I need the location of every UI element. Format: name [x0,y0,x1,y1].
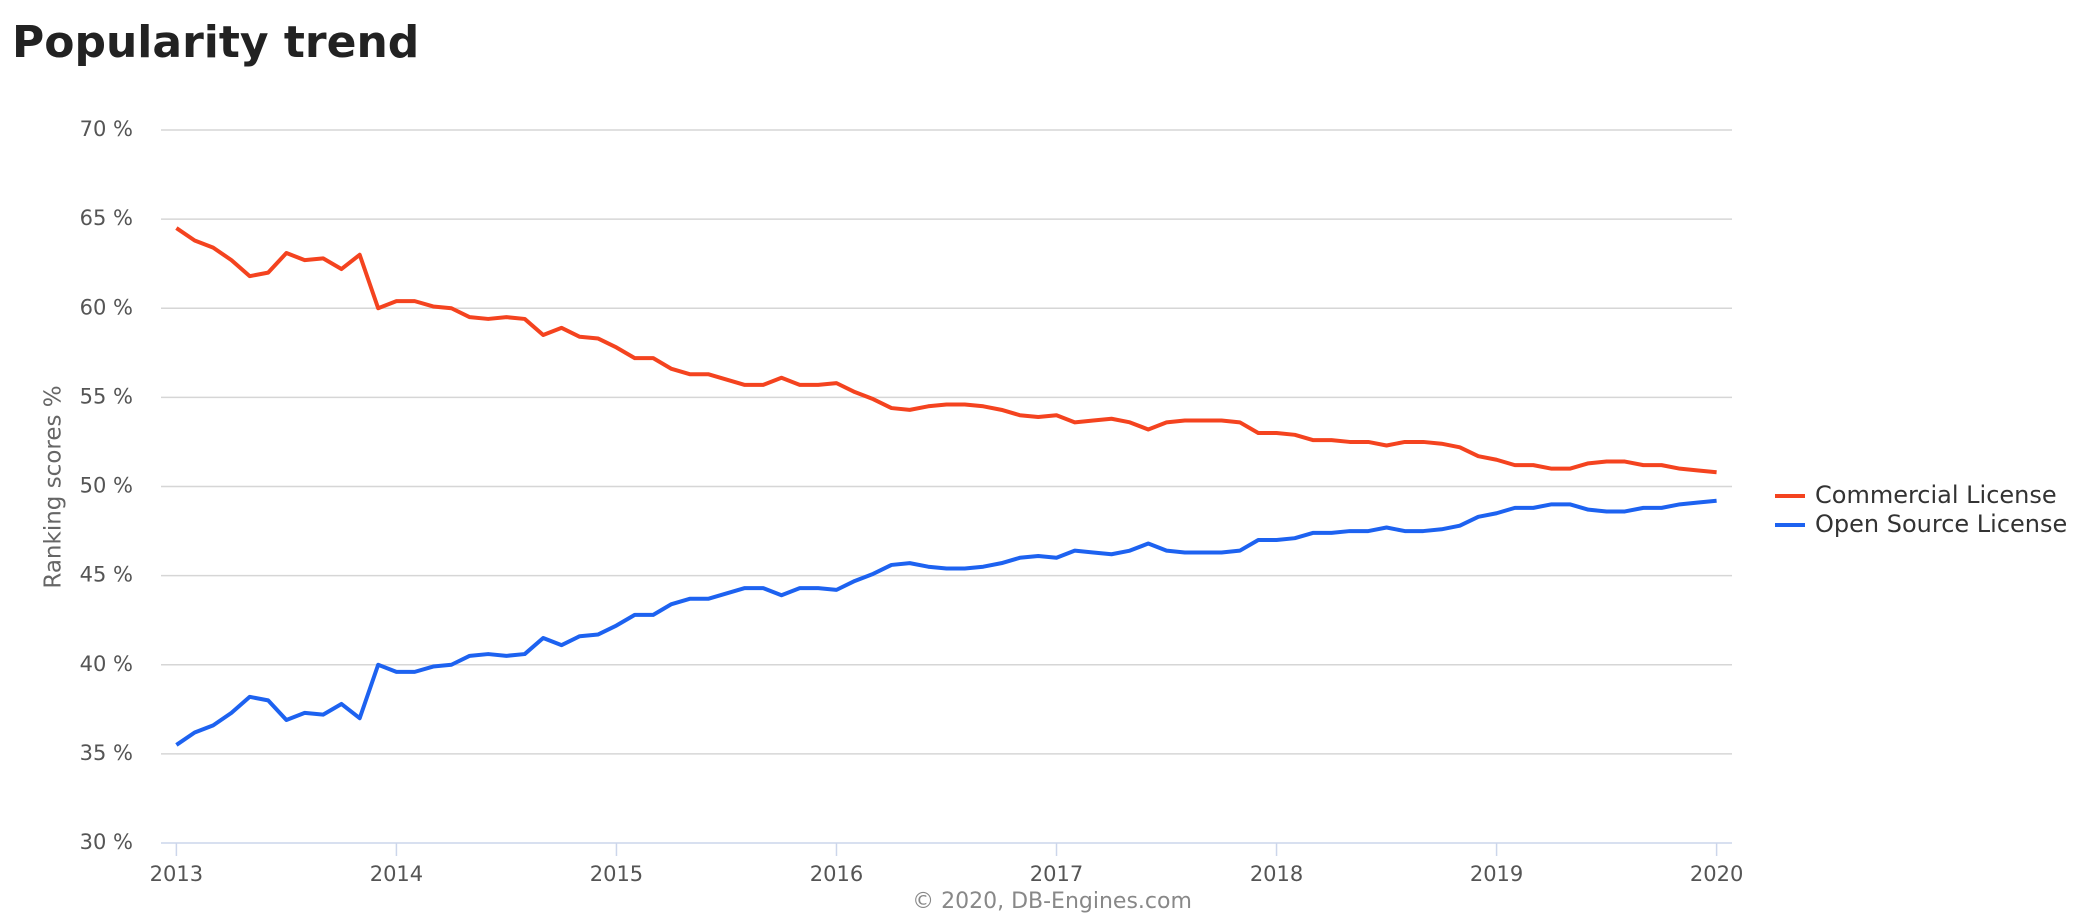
y-tick-label: 40 % [80,652,133,676]
x-tick-label: 2017 [1030,862,1083,886]
y-tick-label: 60 % [80,295,133,319]
x-tick-label: 2016 [810,862,863,886]
x-tick-label: 2018 [1250,862,1303,886]
series-line [175,498,1717,747]
credit: © 2020, DB-Engines.com [912,889,1192,914]
y-tick-label: 70 % [80,117,133,141]
x-tick-label: 2015 [590,862,643,886]
y-tick-label: 35 % [80,741,133,765]
y-tick-label: 55 % [80,384,133,408]
y-axis-title: Ranking scores % [41,385,67,588]
y-tick-label: 45 % [80,563,133,587]
x-tick-label: 2020 [1690,862,1743,886]
legend-label: Commercial License [1815,481,2057,509]
x-tick-label: 2013 [150,862,203,886]
y-tick-label: 65 % [80,206,133,230]
x-tick-label: 2014 [370,862,423,886]
x-tick-label: 2019 [1470,862,1523,886]
y-tick-label: 30 % [80,830,133,854]
chart-title: Popularity trend [12,17,419,68]
y-tick-label: 50 % [80,474,133,498]
legend-label: Open Source License [1815,510,2067,538]
series-line [175,226,1717,475]
